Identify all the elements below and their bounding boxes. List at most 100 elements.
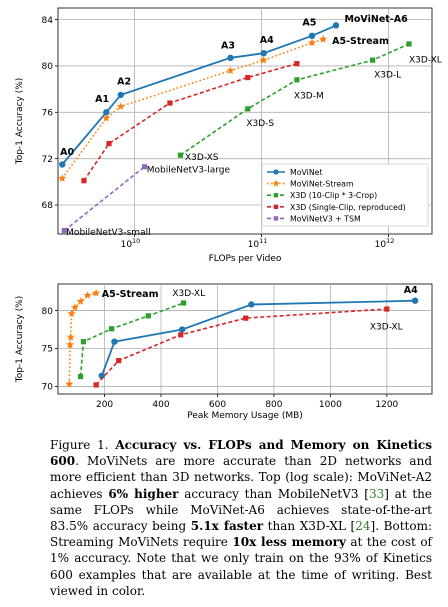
y-axis-label: Top-1 Accuracy (%): [15, 296, 25, 384]
y-tick-label: 80: [42, 62, 54, 72]
data-point: [177, 152, 184, 158]
data-point: [227, 54, 234, 62]
data-point: [58, 174, 67, 182]
annotation-label: X3D-M: [294, 91, 324, 101]
annotation-label: A0: [60, 147, 74, 158]
data-point: [273, 204, 279, 209]
data-point: [65, 379, 74, 388]
data-point: [61, 227, 67, 234]
data-point: [66, 332, 75, 341]
data-point: [226, 66, 235, 74]
caption-label: Figure 1.: [50, 438, 109, 452]
x-tick-label: 1000: [319, 400, 342, 410]
y-tick-label: 84: [42, 16, 54, 26]
x-tick-label: 1011: [248, 237, 268, 250]
data-point: [248, 301, 255, 308]
data-point: [272, 179, 280, 187]
data-point: [116, 358, 122, 364]
caption-text: accuracy than MobileNetV3 [: [178, 486, 369, 501]
data-point: [370, 57, 376, 63]
citation-link[interactable]: 24: [355, 519, 371, 534]
caption-text: . MoViNets are more accurate than 2D net…: [50, 454, 432, 501]
data-point: [273, 169, 279, 175]
annotation-label: X3D-XL: [409, 55, 442, 65]
series-line: [63, 166, 145, 232]
caption-title: Accuracy vs. FLOPs and Memory on Kinetic…: [50, 438, 432, 469]
annotation-label: A5: [302, 17, 316, 28]
data-point: [103, 109, 110, 116]
series-line: [95, 308, 387, 386]
data-point: [178, 332, 184, 338]
annotation-label: X3D-XL: [370, 323, 403, 333]
y-axis-label: Top-1 Accuracy (%): [15, 78, 25, 166]
y-tick-label: 70: [42, 383, 54, 393]
series-x3d-single-clip-reproduced-: [93, 306, 390, 388]
data-point: [260, 50, 267, 57]
annotation-label: X3D-S: [246, 119, 274, 129]
data-point: [332, 22, 340, 29]
x-tick-base: 10: [375, 240, 387, 250]
caption-text: than X3D-XL [: [263, 519, 356, 534]
data-point: [111, 338, 118, 345]
data-point: [245, 106, 251, 112]
series-movinet: [98, 297, 419, 379]
x-tick-label: 600: [209, 400, 226, 410]
x-tick-label: 1012: [375, 237, 395, 250]
data-point: [106, 141, 112, 147]
data-point: [167, 100, 173, 106]
data-point: [294, 77, 300, 83]
data-point: [245, 74, 251, 81]
series-movinet-stream: [58, 35, 328, 182]
legend-label: MoViNet: [290, 168, 323, 177]
data-point: [319, 35, 328, 43]
plot-frame: [57, 283, 433, 395]
annotation-label: X3D-L: [374, 71, 401, 81]
x-axis-label: FLOPs per Video: [209, 254, 282, 264]
data-point: [70, 303, 79, 311]
legend: MoViNet MoViNet-Stream X3D (10-Clip * 3-Cr…: [261, 163, 429, 227]
annotation-label: MobileNetV3-large: [147, 166, 231, 176]
series-x3d-10-clip-3-crop-: [77, 300, 187, 380]
data-point: [294, 61, 300, 67]
annotation-label: A4: [260, 35, 274, 46]
x-axis-label: Peak Memory Usage (MB): [187, 411, 303, 421]
series-movinet-stream: [65, 288, 101, 388]
data-point: [116, 102, 125, 110]
series-x3d-10-clip-3-crop-: [177, 41, 412, 158]
data-point: [59, 161, 66, 168]
caption-emphasis: 5.1x faster: [190, 519, 264, 534]
data-point: [109, 326, 115, 332]
series-line: [100, 299, 416, 377]
annotation-label: X3D-XS: [185, 153, 219, 163]
annotation-label: MoViNet-A6: [344, 14, 408, 25]
data-point: [181, 300, 187, 306]
citation-link[interactable]: 33: [368, 486, 385, 501]
x-tick-base: 10: [248, 240, 260, 250]
data-point: [411, 297, 419, 304]
x-tick-label: 800: [265, 400, 282, 410]
y-tick-label: 68: [42, 201, 54, 211]
data-point: [93, 382, 99, 388]
data-point: [102, 113, 111, 122]
series-movinet: [59, 22, 340, 168]
data-point: [308, 38, 316, 47]
caption-text: ] at the same FLOPs while MoViNet-A6 ach…: [50, 486, 432, 534]
legend-label: MoViNet-Stream: [290, 180, 354, 189]
data-point: [243, 315, 249, 321]
series-x3d-single-clip-reproduced-: [81, 61, 300, 184]
x-tick-label: 1010: [121, 237, 141, 250]
caption-text: at the cost of 1% accuracy. Note that we…: [50, 535, 432, 598]
data-point: [384, 306, 390, 312]
annotation-label: A5-Stream: [102, 289, 159, 300]
annotation-label: A5-Stream: [332, 36, 389, 47]
caption-emphasis: 6% higher: [108, 486, 179, 501]
data-point: [83, 291, 92, 299]
y-tick-label: 75: [42, 345, 53, 355]
annotation-label: A4: [404, 285, 418, 296]
x-tick-label: 1200: [375, 400, 398, 410]
annotation-label: MobileNetV3-small: [66, 228, 150, 238]
legend-label: MoViNetV3 + TSM: [290, 214, 361, 223]
annotation-label: A3: [221, 41, 235, 52]
